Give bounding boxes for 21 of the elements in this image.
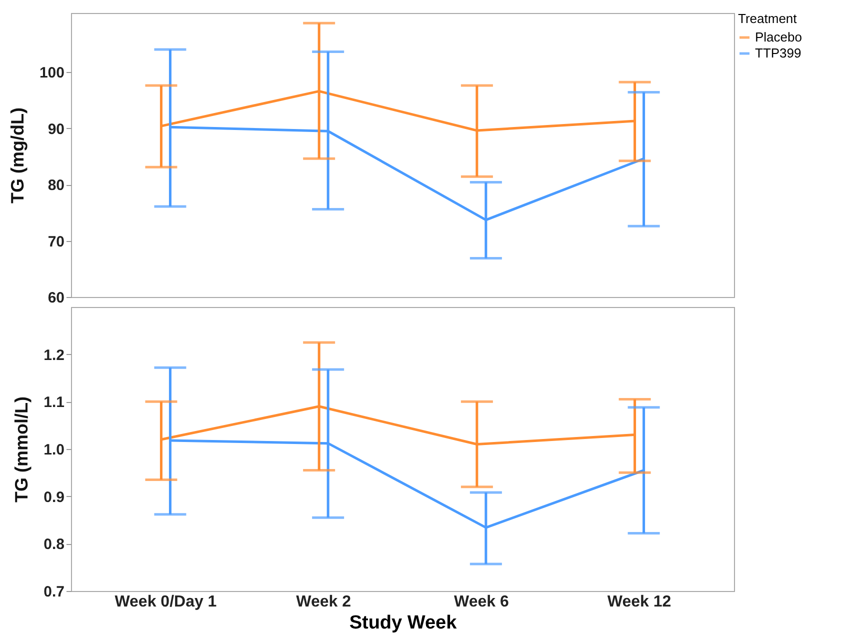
x-tick-label: Week 2 — [296, 594, 352, 610]
y-tick-label: 0.8 — [44, 536, 64, 554]
y-axis-title: TG (mg/dL) — [7, 108, 28, 204]
y-axis-title: TG (mmol/L) — [12, 396, 32, 502]
legend-title: Treatment — [738, 11, 798, 26]
y-tick-label: 1.2 — [44, 346, 64, 364]
x-tick-label: Week 6 — [454, 594, 509, 610]
x-axis-title: Study Week — [349, 612, 458, 634]
x-tick-label: Week 0/Day 1 — [114, 594, 217, 610]
y-tick-label: 0.9 — [44, 488, 64, 506]
y-tick-label: 1.0 — [44, 442, 64, 458]
y-tick-label: 60 — [48, 290, 64, 306]
x-tick-label: Week 12 — [607, 594, 672, 610]
y-tick-label: 90 — [48, 120, 64, 138]
legend-label: TTP399 — [755, 46, 802, 60]
y-tick-label: 1.1 — [44, 394, 64, 412]
y-tick-label: 80 — [48, 177, 64, 194]
legend-label: Placebo — [755, 30, 802, 44]
y-tick-label: 70 — [48, 233, 64, 250]
y-tick-label: 0.7 — [44, 584, 64, 600]
y-tick-label: 100 — [39, 64, 64, 82]
